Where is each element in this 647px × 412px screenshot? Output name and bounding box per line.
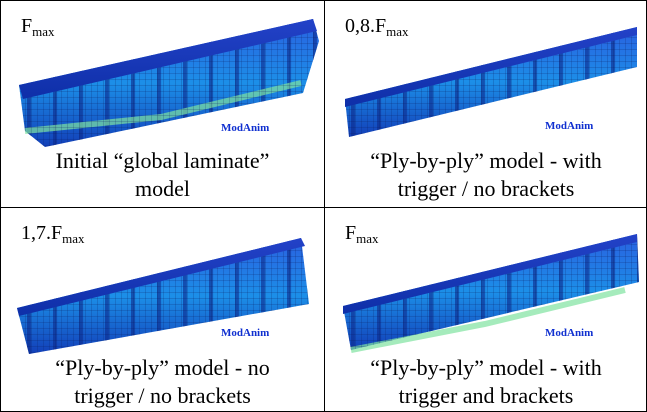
beam-mesh <box>345 27 637 137</box>
caption-line: “Ply-by-ply” model - with <box>370 148 602 173</box>
panel: ModAnim 1,7.Fmax “Ply-by-ply” model - no tr… <box>1 207 324 411</box>
load-subscript: max <box>32 24 55 39</box>
fem-image: ModAnim <box>19 19 319 147</box>
load-subscript: max <box>356 231 379 246</box>
beam-flange <box>17 238 305 316</box>
fem-image: ModAnim <box>343 234 639 353</box>
beam-flange <box>343 234 637 314</box>
beam-mesh <box>19 19 319 147</box>
beam-flange <box>19 19 317 99</box>
damage-zone <box>350 287 626 353</box>
load-label: Fmax <box>21 15 55 40</box>
fem-image: ModAnim <box>345 27 637 137</box>
caption-line: trigger / no brackets <box>74 383 251 408</box>
load-base: 1,7.F <box>21 222 63 244</box>
load-base: F <box>21 15 33 37</box>
caption-line: model <box>135 176 190 201</box>
load-base: F <box>345 222 357 244</box>
watermark: ModAnim <box>221 327 269 339</box>
caption-line: trigger / no brackets <box>397 176 575 201</box>
caption: “Ply-by-ply” model - no trigger / no brac… <box>1 354 324 410</box>
load-label: Fmax <box>345 222 379 247</box>
load-subscript: max <box>62 231 85 246</box>
watermark: ModAnim <box>545 120 593 132</box>
caption-line: “Ply-by-ply” model - no <box>55 355 270 380</box>
caption: “Ply-by-ply” model - with trigger / no br… <box>325 147 646 203</box>
beam-flange <box>345 27 637 107</box>
beam-mesh <box>343 234 639 350</box>
panel: ModAnim 0,8.Fmax “Ply-by-ply” model - with… <box>324 1 646 207</box>
caption: “Ply-by-ply” model - with trigger and bra… <box>325 354 646 410</box>
beam-mesh <box>17 238 309 354</box>
caption-line: “Ply-by-ply” model - with <box>370 355 602 380</box>
panel: ModAnim Fmax Initial “global laminate” mode… <box>1 1 324 207</box>
caption-line: Initial “global laminate” <box>55 148 270 173</box>
load-label: 0,8.Fmax <box>345 15 409 40</box>
load-base: 0,8.F <box>345 15 387 37</box>
fem-image: ModAnim <box>17 238 309 354</box>
caption-line: trigger and brackets <box>398 383 574 408</box>
caption: Initial “global laminate” model <box>1 147 324 203</box>
panel: ModAnim Fmax “Ply-by-ply” model - with trig… <box>324 207 646 411</box>
watermark: ModAnim <box>221 122 269 134</box>
load-subscript: max <box>386 24 409 39</box>
watermark: ModAnim <box>545 327 593 339</box>
load-label: 1,7.Fmax <box>21 222 85 247</box>
